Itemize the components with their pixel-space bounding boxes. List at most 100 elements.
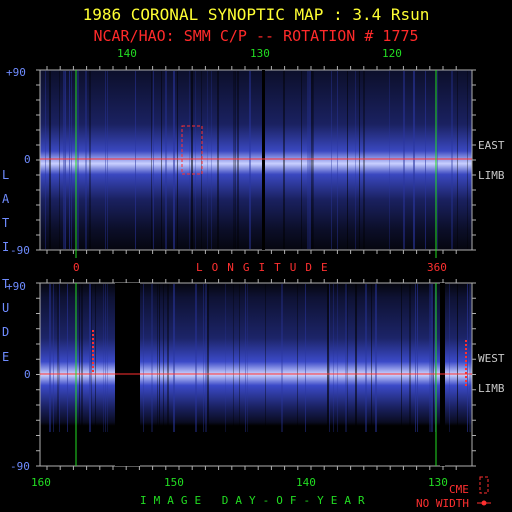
map-streak (195, 284, 197, 432)
map-streak (433, 284, 434, 432)
map-streak (57, 284, 59, 432)
map-streak (173, 284, 175, 432)
map-streak (205, 284, 207, 432)
latitude-letter: T (2, 216, 10, 230)
map-streak (95, 284, 96, 432)
map-streak (239, 284, 240, 432)
west-limb-label: LIMB (478, 382, 505, 395)
east-data-gap (262, 70, 265, 250)
latitude-letter: L (2, 168, 10, 182)
map-streak (265, 284, 266, 432)
map-streak (153, 71, 154, 249)
east-map-image (40, 70, 472, 250)
map-streak (297, 284, 298, 432)
longitude-tick-360: 360 (427, 261, 447, 274)
map-streak (165, 71, 167, 249)
map-streak (59, 284, 60, 432)
map-streak (331, 71, 332, 249)
map-streak (49, 284, 51, 432)
map-streak (451, 71, 453, 249)
map-streak (105, 71, 106, 249)
map-streak (345, 284, 347, 432)
map-streak (281, 284, 283, 432)
map-streak (329, 284, 330, 432)
map-streak (375, 284, 377, 432)
map-streak (79, 284, 80, 432)
map-streak (327, 284, 329, 432)
bottom-tick-150: 150 (164, 476, 184, 489)
map-streak (425, 71, 426, 249)
map-streak (363, 71, 365, 249)
map-streak (333, 284, 334, 432)
map-streak (195, 71, 196, 249)
map-streak (65, 71, 66, 249)
map-streak (59, 71, 60, 249)
map-streak (311, 71, 313, 249)
no-width-legend-label: NO WIDTH (416, 497, 469, 510)
map-streak (45, 71, 46, 249)
chart-title: 1986 CORONAL SYNOPTIC MAP : 3.4 Rsun (82, 5, 430, 24)
map-streak (337, 284, 338, 432)
latitude-letter: I (2, 240, 10, 254)
map-streak (467, 284, 468, 432)
longitude-tick-0: 0 (73, 261, 80, 274)
map-streak (143, 284, 144, 432)
west-ytick-plus90: +90 (6, 280, 26, 293)
map-streak (163, 284, 164, 432)
bottom-tick-160: 160 (31, 476, 51, 489)
map-streak (89, 71, 91, 249)
map-streak (53, 284, 54, 432)
map-streak (189, 71, 190, 249)
map-streak (237, 71, 239, 249)
west-label: WEST (478, 352, 505, 365)
map-streak (49, 71, 51, 249)
map-streak (401, 284, 402, 432)
map-streak (177, 71, 178, 249)
map-streak (233, 284, 234, 432)
map-streak (103, 284, 104, 432)
map-streak (467, 71, 468, 249)
map-streak (63, 71, 65, 249)
map-streak (457, 284, 458, 432)
map-streak (201, 71, 202, 249)
map-streak (415, 284, 416, 432)
map-streak (71, 71, 72, 249)
latitude-letter: D (2, 325, 10, 339)
map-streak (307, 71, 309, 249)
map-streak (151, 71, 152, 249)
map-streak (371, 284, 372, 432)
map-streak (429, 284, 431, 432)
latitude-letter: A (2, 192, 10, 206)
map-streak (359, 71, 360, 249)
map-streak (85, 71, 87, 249)
map-streak (107, 284, 108, 432)
top-tick-130: 130 (250, 47, 270, 60)
map-streak (403, 71, 405, 249)
chart-subtitle: NCAR/HAO: SMM C/P -- ROTATION # 1775 (93, 27, 419, 45)
top-tick-120: 120 (382, 47, 402, 60)
bottom-tick-140: 140 (296, 476, 316, 489)
map-streak (161, 71, 162, 249)
map-streak (355, 284, 357, 432)
map-streak (217, 71, 219, 249)
longitude-axis-label: LONGITUDE (196, 261, 337, 274)
map-streak (69, 71, 70, 249)
map-streak (91, 284, 92, 432)
axis-tick-marks (36, 66, 476, 470)
cme-legend-label: CME (449, 483, 469, 496)
map-streak (301, 71, 302, 249)
west-ytick-0: 0 (24, 368, 31, 381)
map-streak (247, 284, 248, 432)
map-streak (347, 284, 348, 432)
map-streak (67, 284, 68, 432)
map-streak (389, 71, 390, 249)
map-streaks (45, 71, 471, 432)
map-streak (159, 284, 160, 432)
map-streak (77, 71, 79, 249)
map-streak (207, 71, 208, 249)
map-streak (151, 284, 153, 432)
map-streak (355, 71, 356, 249)
no-width-legend-icon (481, 500, 487, 506)
map-streak (249, 71, 251, 249)
map-streak (347, 71, 348, 249)
